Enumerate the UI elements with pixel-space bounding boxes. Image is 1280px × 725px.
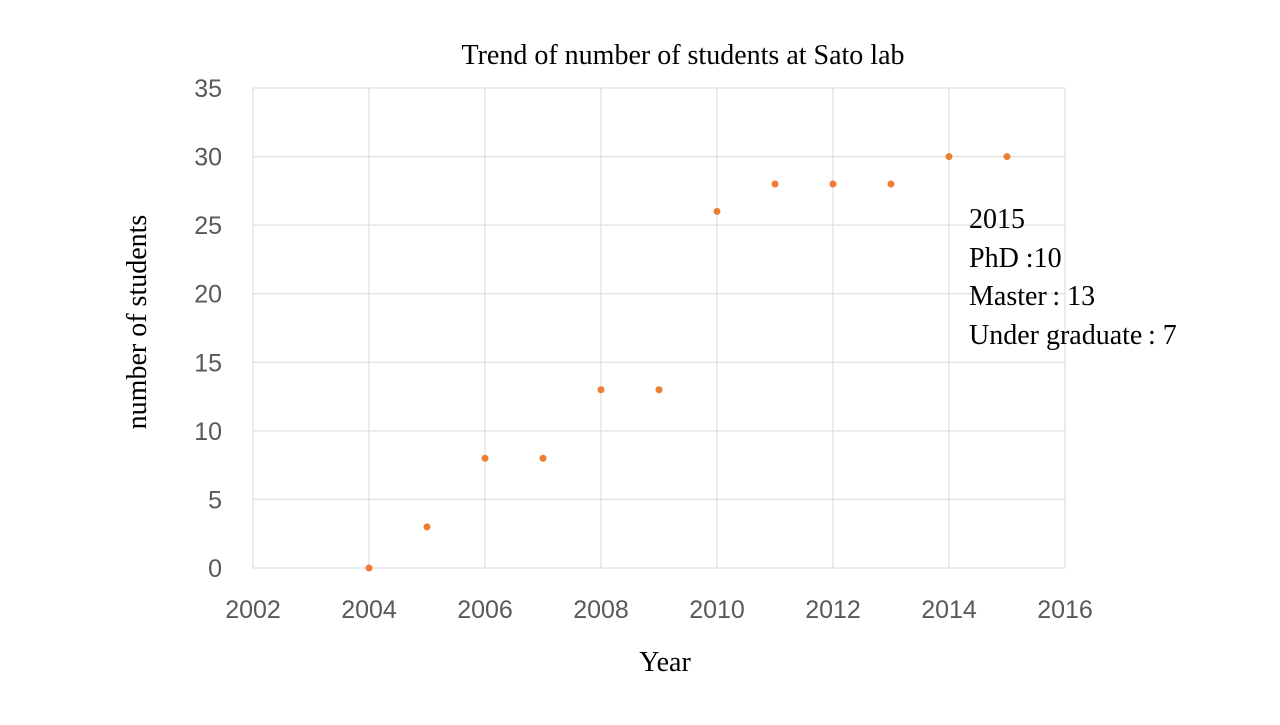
plot-area-border <box>252 87 1066 569</box>
data-point <box>655 386 663 394</box>
x-tick-label: 2014 <box>921 596 977 624</box>
data-point <box>713 207 721 215</box>
data-point <box>829 180 837 188</box>
annotation-year: 2015 <box>969 204 1025 235</box>
chart-title: Trend of number of students at Sato lab <box>461 40 904 71</box>
data-point <box>365 564 373 572</box>
x-axis-label: Year <box>639 647 691 678</box>
annotation-undergraduate: Under graduate : 7 <box>969 319 1177 351</box>
y-tick-label: 15 <box>194 349 222 377</box>
annotation-box: 2015 PhD :10 Master : 13 Under graduate … <box>969 201 1177 355</box>
y-tick-label: 10 <box>194 418 222 446</box>
data-point <box>423 523 431 531</box>
y-axis-tick-labels: 0 5 10 15 20 25 30 35 <box>194 75 222 583</box>
x-tick-label: 2012 <box>805 596 861 624</box>
y-tick-label: 30 <box>194 144 222 172</box>
data-point <box>945 153 953 161</box>
data-point <box>481 454 489 462</box>
x-tick-label: 2004 <box>341 596 397 624</box>
x-axis-tick-labels: 2002 2004 2006 2008 2010 2012 2014 2016 <box>225 596 1093 624</box>
y-tick-label: 25 <box>194 212 222 240</box>
y-tick-label: 20 <box>194 281 222 309</box>
data-point <box>539 454 547 462</box>
data-points <box>365 153 1011 572</box>
y-axis-label: number of students <box>122 215 153 430</box>
y-tick-label: 0 <box>208 555 222 583</box>
data-point <box>1003 153 1011 161</box>
annotation-phd: PhD :10 <box>969 242 1062 274</box>
data-point <box>887 180 895 188</box>
x-tick-label: 2016 <box>1037 596 1093 624</box>
annotation-master: Master : 13 <box>969 281 1096 312</box>
x-tick-label: 2010 <box>689 596 745 624</box>
y-tick-label: 5 <box>208 486 222 514</box>
data-point <box>771 180 779 188</box>
y-tick-label: 35 <box>194 75 222 103</box>
grid-lines <box>252 87 1066 569</box>
x-tick-label: 2002 <box>225 596 281 624</box>
data-point <box>597 386 605 394</box>
x-tick-label: 2008 <box>573 596 629 624</box>
x-tick-label: 2006 <box>457 596 513 624</box>
